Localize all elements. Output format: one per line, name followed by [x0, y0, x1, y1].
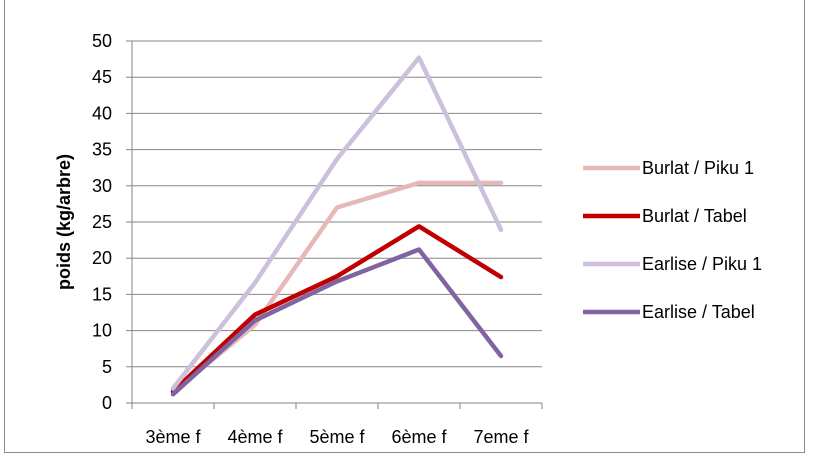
y-tick-label: 10	[92, 321, 112, 341]
y-tick-label: 40	[92, 103, 112, 123]
x-tick-label: 3ème f	[145, 427, 201, 447]
legend-label: Earlise / Piku 1	[642, 254, 762, 274]
y-tick-label: 30	[92, 176, 112, 196]
y-tick-labels: 0 5 10 15 20 25 30 35 40 45 50	[92, 31, 112, 413]
x-tick-label: 5ème f	[309, 427, 365, 447]
x-tick-label: 6ème f	[391, 427, 447, 447]
series-line-1	[170, 180, 504, 395]
x-tick-labels: 3ème f 4ème f 5ème f 6ème f 7eme f	[145, 427, 529, 447]
legend: Burlat / Piku 1 Burlat / Tabel Earlise / P…	[583, 158, 762, 322]
legend-label: Burlat / Tabel	[642, 206, 747, 226]
y-axis-title: poids (kg/arbre)	[54, 154, 74, 290]
x-tick-label: 4ème f	[227, 427, 283, 447]
series-line-3	[170, 55, 504, 391]
y-tick-label: 20	[92, 248, 112, 268]
y-tick-label: 50	[92, 31, 112, 51]
y-tick-label: 25	[92, 212, 112, 232]
legend-label: Burlat / Piku 1	[642, 158, 754, 178]
y-tick-label: 5	[102, 357, 112, 377]
y-tick-label: 45	[92, 67, 112, 87]
y-tick-label: 15	[92, 284, 112, 304]
y-tick-label: 0	[102, 393, 112, 413]
x-tick-label: 7eme f	[473, 427, 529, 447]
series-lines	[170, 55, 504, 397]
legend-label: Earlise / Tabel	[642, 302, 755, 322]
gridlines	[126, 40, 543, 409]
y-tick-label: 35	[92, 140, 112, 160]
axes	[131, 41, 542, 404]
